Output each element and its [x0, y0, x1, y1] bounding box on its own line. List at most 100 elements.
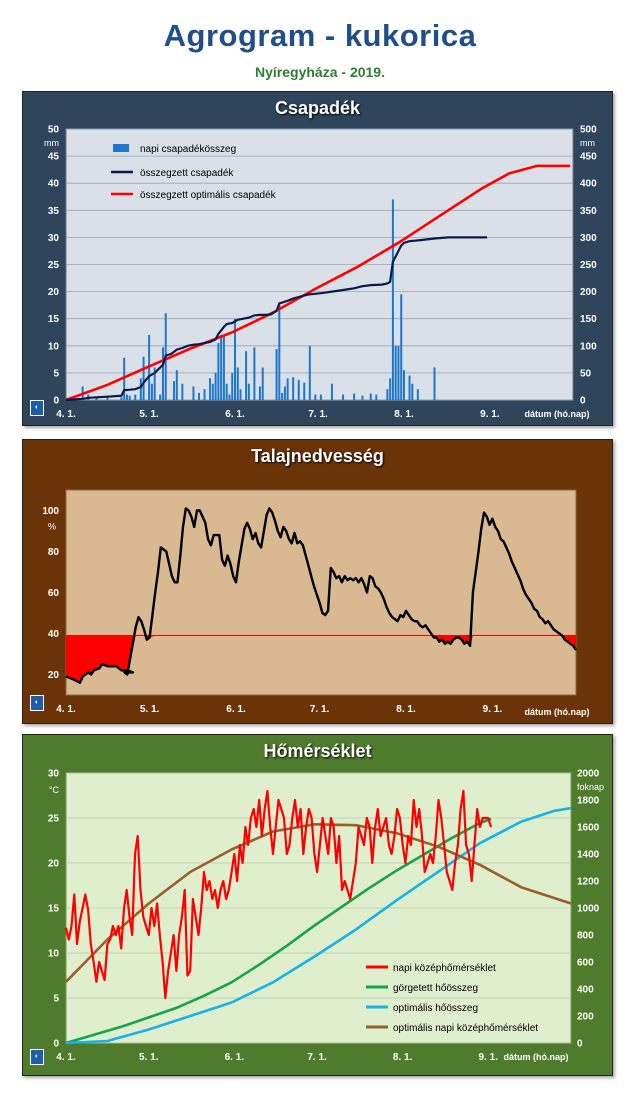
y2-tick-label: 2000	[577, 769, 600, 780]
y2-axis-unit: foknap	[577, 782, 604, 792]
y-tick-label: 50	[48, 125, 60, 136]
precipitation-bar	[292, 377, 295, 400]
y-tick-label: 20	[48, 670, 60, 681]
y-axis-unit: mm	[44, 138, 59, 148]
optimal-daily-mean-temperature-line	[65, 823, 572, 983]
y-tick-label: 25	[48, 814, 60, 825]
precipitation-bar	[253, 347, 256, 400]
precipitation-bar	[175, 370, 178, 400]
y-tick-label: 25	[48, 260, 60, 271]
x-tick-label: 7. 1.	[308, 409, 328, 420]
deficit-area	[66, 635, 576, 683]
legend-label: összegzett csapadék	[140, 168, 234, 179]
precipitation-bar	[433, 367, 436, 400]
x-tick-label: 8. 1.	[393, 1052, 413, 1063]
y-tick-label: 30	[48, 769, 60, 780]
temperature-chart-title: Hőmérséklet	[263, 741, 372, 761]
precipitation-bar	[403, 370, 405, 400]
precipitation-bar	[192, 386, 195, 400]
precipitation-bar	[222, 334, 225, 400]
precipitation-bar	[342, 394, 345, 400]
y-tick-label: 0	[53, 1039, 59, 1050]
precipitation-bar	[231, 372, 234, 400]
precipitation-bar	[159, 394, 162, 400]
x-axis-title: dátum (hó.nap)	[525, 707, 590, 717]
soil-moisture-chart: 20 40 60 80 100% 4. 1. 5. 1. 6. 1. 7. 1. 8. 1. 9. …	[42, 489, 590, 717]
y-tick-label: 5	[53, 368, 59, 379]
legend-label: napi középhőmérséklet	[393, 963, 496, 974]
precipitation-bar	[211, 383, 214, 400]
x-tick-label: 8. 1.	[396, 704, 416, 715]
precipitation-bar	[397, 345, 400, 400]
y2-tick-label: 100	[580, 341, 597, 352]
x-tick-label: 6. 1.	[226, 704, 246, 715]
precipitation-bar	[283, 386, 286, 400]
precipitation-bar	[303, 382, 306, 400]
y2-tick-label: 800	[577, 931, 594, 942]
precipitation-chart-title: Csapadék	[274, 98, 361, 118]
daily-mean-temperature-line	[64, 789, 493, 1000]
precipitation-bar	[308, 345, 311, 400]
precipitation-bar	[247, 383, 250, 400]
y-tick-label: 0	[53, 396, 59, 407]
y2-tick-label: 250	[580, 260, 597, 271]
precipitation-bar	[400, 294, 403, 400]
y-tick-label: 80	[48, 547, 60, 558]
y-tick-label: 100	[42, 506, 59, 517]
precipitation-bar	[181, 383, 184, 400]
x-tick-label: 7. 1.	[310, 704, 330, 715]
y-tick-label: 15	[48, 904, 60, 915]
x-tick-label: 5. 1.	[139, 1052, 159, 1063]
x-tick-label: 6. 1.	[225, 409, 245, 420]
precipitation-bar	[411, 383, 414, 400]
y-tick-label: 20	[48, 287, 60, 298]
legend-label: optimális napi középhőmérséklet	[393, 1023, 538, 1034]
precipitation-bar	[361, 395, 364, 400]
precipitation-bar	[314, 394, 317, 400]
temperature-chart: 0 5 10 15 20 25 30 0 200 400 600 800 1000 1200 1400 160…	[48, 769, 604, 1064]
precipitation-bar	[95, 397, 98, 400]
precipitation-bar	[120, 397, 123, 400]
y2-tick-label: 1400	[577, 850, 600, 861]
y2-tick-label: 0	[577, 1039, 583, 1050]
y-tick-label: 45	[48, 152, 60, 163]
y-tick-label: 10	[48, 341, 60, 352]
y2-tick-label: 50	[580, 368, 592, 379]
precipitation-panel: Csapadék 0 5 10 15 20 25 30 35 40 45 50 0 50 100 150 20…	[22, 91, 613, 426]
precipitation-bar	[128, 395, 131, 400]
x-tick-label: 9. 1.	[480, 409, 500, 420]
y2-tick-label: 1800	[577, 796, 600, 807]
precipitation-bar	[236, 367, 239, 400]
precipitation-bar	[139, 378, 142, 400]
precipitation-bar	[217, 343, 220, 400]
precipitation-bar	[220, 334, 223, 400]
y2-axis-unit: mm	[580, 138, 595, 148]
precipitation-bar	[261, 367, 264, 400]
cumulative-precipitation-line	[65, 236, 488, 402]
plot-area	[65, 489, 577, 696]
precipitation-bar	[386, 389, 389, 400]
temperature-panel: Hőmérséklet 0 5 10 15 20 25 30 0 200 400 600 800 100…	[22, 734, 613, 1076]
precipitation-bar	[319, 394, 322, 400]
precipitation-bar	[297, 379, 300, 400]
soil-moisture-line	[65, 507, 577, 684]
soil-moisture-chart-title: Talajnedvesség	[251, 446, 384, 466]
y-tick-label: 35	[48, 206, 60, 217]
soil-moisture-panel: Talajnedvesség 20 40 60 80 100% 4. 1. 5. 1. 6. …	[22, 439, 613, 724]
y-tick-label: 40	[48, 179, 60, 190]
precipitation-bar	[278, 302, 281, 400]
precipitation-bar	[353, 393, 356, 400]
x-tick-label: 7. 1.	[307, 1052, 327, 1063]
y2-tick-label: 1000	[577, 904, 600, 915]
y2-tick-label: 150	[580, 314, 597, 325]
y-tick-label: 40	[48, 629, 60, 640]
page-title: Agrogram - kukorica	[163, 18, 477, 53]
x-axis-title: dátum (hó.nap)	[504, 1052, 569, 1062]
y-tick-label: 30	[48, 233, 60, 244]
y-tick-label: 60	[48, 588, 60, 599]
precipitation-bar	[161, 347, 164, 400]
y2-tick-label: 400	[580, 179, 597, 190]
precipitation-bar	[416, 389, 419, 400]
y-tick-label: 5	[53, 994, 59, 1005]
precipitation-bar	[234, 318, 236, 400]
